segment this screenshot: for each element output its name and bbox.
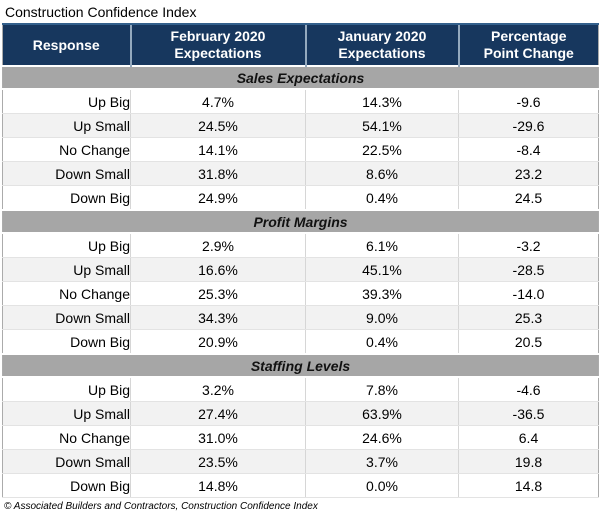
response-cell: Down Small [2,449,131,474]
response-cell: Up Big [2,377,131,402]
value-cell: 25.3% [130,281,306,306]
response-cell: Down Big [2,329,131,355]
response-cell: No Change [2,425,131,450]
response-cell: No Change [2,281,131,306]
value-cell: 31.0% [130,425,306,450]
value-cell: 14.3% [305,89,459,114]
table-row: No Change 31.0% 24.6% 6.4 [2,425,599,450]
value-cell: -8.4 [458,137,599,162]
table-row: Up Small 16.6% 45.1% -28.5 [2,257,599,282]
table-row: Down Big 14.8% 0.0% 14.8 [2,473,599,498]
table-row: Down Small 31.8% 8.6% 23.2 [2,161,599,186]
value-cell: 27.4% [130,401,306,426]
value-cell: 24.5% [130,113,306,138]
response-cell: Up Big [2,233,131,258]
value-cell: 14.8% [130,473,306,498]
response-cell: Down Small [2,305,131,330]
value-cell: -9.6 [458,89,599,114]
response-cell: Down Big [2,473,131,498]
value-cell: 39.3% [305,281,459,306]
value-cell: 16.6% [130,257,306,282]
value-cell: 9.0% [305,305,459,330]
value-cell: 6.4 [458,425,599,450]
value-cell: 7.8% [305,377,459,402]
value-cell: 4.7% [130,89,306,114]
value-cell: 20.5 [458,329,599,355]
table-row: Up Small 24.5% 54.1% -29.6 [2,113,599,138]
column-header-response: Response [2,23,131,66]
section-header-staffing-levels: Staffing Levels [2,353,599,378]
response-cell: Up Small [2,113,131,138]
table-row: Up Small 27.4% 63.9% -36.5 [2,401,599,426]
value-cell: 31.8% [130,161,306,186]
header-row: Response February 2020 Expectations Janu… [2,23,599,66]
table-row: Down Big 20.9% 0.4% 20.5 [2,329,599,355]
section-row-sales-expectations: Sales Expectations [2,65,599,90]
section-row-profit-margins: Profit Margins [2,209,599,234]
value-cell: 45.1% [305,257,459,282]
value-cell: 14.1% [130,137,306,162]
value-cell: 54.1% [305,113,459,138]
value-cell: 34.3% [130,305,306,330]
value-cell: 23.2 [458,161,599,186]
response-cell: No Change [2,137,131,162]
page: Construction Confidence Index Response F… [0,3,600,512]
confidence-index-table: Response February 2020 Expectations Janu… [2,23,599,498]
value-cell: 24.5 [458,185,599,211]
value-cell: 24.6% [305,425,459,450]
value-cell: -3.2 [458,233,599,258]
response-cell: Up Small [2,401,131,426]
value-cell: 20.9% [130,329,306,355]
value-cell: 6.1% [305,233,459,258]
column-header-percentage-point-change: Percentage Point Change [457,23,599,66]
table-row: Up Big 3.2% 7.8% -4.6 [2,377,599,402]
table-row: No Change 14.1% 22.5% -8.4 [2,137,599,162]
value-cell: -14.0 [458,281,599,306]
response-cell: Down Small [2,161,131,186]
column-header-february-2020-expectations: February 2020 Expectations [129,23,306,66]
value-cell: 25.3 [458,305,599,330]
value-cell: 14.8 [458,473,599,498]
table-row: Down Small 23.5% 3.7% 19.8 [2,449,599,474]
value-cell: 3.7% [305,449,459,474]
value-cell: 8.6% [305,161,459,186]
value-cell: -29.6 [458,113,599,138]
response-cell: Down Big [2,185,131,211]
value-cell: 0.4% [305,329,459,355]
value-cell: -36.5 [458,401,599,426]
table-row: Down Small 34.3% 9.0% 25.3 [2,305,599,330]
table-row: Down Big 24.9% 0.4% 24.5 [2,185,599,211]
value-cell: 22.5% [305,137,459,162]
value-cell: 2.9% [130,233,306,258]
response-cell: Up Small [2,257,131,282]
table-header: Response February 2020 Expectations Janu… [2,23,599,66]
value-cell: 3.2% [130,377,306,402]
source-attribution: © Associated Builders and Contractors, C… [4,501,318,512]
response-cell: Up Big [2,89,131,114]
table-row: Up Big 2.9% 6.1% -3.2 [2,233,599,258]
page-title: Construction Confidence Index [5,4,197,20]
value-cell: -4.6 [458,377,599,402]
value-cell: 19.8 [458,449,599,474]
table-row: No Change 25.3% 39.3% -14.0 [2,281,599,306]
table-row: Up Big 4.7% 14.3% -9.6 [2,89,599,114]
value-cell: 0.0% [305,473,459,498]
value-cell: 63.9% [305,401,459,426]
table-body: Sales Expectations Up Big 4.7% 14.3% -9.6 Up … [2,65,599,498]
value-cell: -28.5 [458,257,599,282]
section-header-sales-expectations: Sales Expectations [2,65,599,90]
section-header-profit-margins: Profit Margins [2,209,599,234]
section-row-staffing-levels: Staffing Levels [2,353,599,378]
value-cell: 24.9% [130,185,306,211]
value-cell: 0.4% [305,185,459,211]
column-header-january-2020-expectations: January 2020 Expectations [304,23,459,66]
value-cell: 23.5% [130,449,306,474]
